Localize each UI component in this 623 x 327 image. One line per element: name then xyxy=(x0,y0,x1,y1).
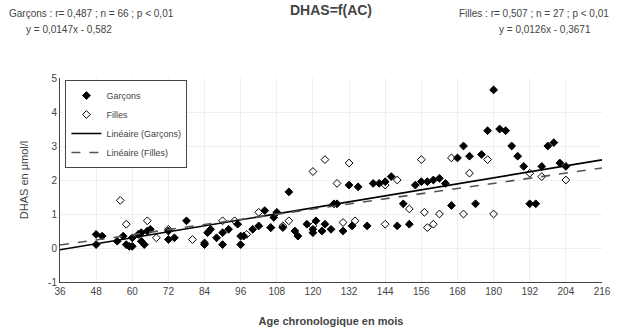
svg-text:5: 5 xyxy=(51,73,57,84)
svg-text:204: 204 xyxy=(558,286,575,297)
svg-text:Age chronologique en mois: Age chronologique en mois xyxy=(259,315,404,327)
svg-text:DHAS en μmol/l: DHAS en μmol/l xyxy=(18,141,30,219)
svg-text:Garçons : r= 0,487 ; n = 66 ;: Garçons : r= 0,487 ; n = 66 ; p < 0,01 xyxy=(9,8,174,19)
svg-text:Filles : r= 0,507 ; n = 27 ; p: Filles : r= 0,507 ; n = 27 ; p < 0,01 xyxy=(459,8,609,19)
svg-text:180: 180 xyxy=(485,286,502,297)
svg-text:120: 120 xyxy=(305,286,322,297)
svg-text:156: 156 xyxy=(413,286,430,297)
svg-text:Filles: Filles xyxy=(106,110,128,120)
svg-text:-1: -1 xyxy=(48,277,57,288)
svg-text:144: 144 xyxy=(377,286,394,297)
svg-text:132: 132 xyxy=(341,286,358,297)
svg-text:216: 216 xyxy=(594,286,611,297)
svg-text:84: 84 xyxy=(199,286,211,297)
svg-text:36: 36 xyxy=(54,286,66,297)
svg-text:4: 4 xyxy=(51,107,57,118)
svg-text:0: 0 xyxy=(51,243,57,254)
svg-text:108: 108 xyxy=(268,286,285,297)
svg-text:DHAS=f(AC): DHAS=f(AC) xyxy=(290,2,372,18)
svg-text:168: 168 xyxy=(449,286,466,297)
svg-text:Linéaire (Garçons): Linéaire (Garçons) xyxy=(106,129,181,139)
svg-text:y = 0,0126x - 0,3671: y = 0,0126x - 0,3671 xyxy=(499,24,591,35)
svg-text:Linéaire (Filles): Linéaire (Filles) xyxy=(106,148,168,158)
svg-text:48: 48 xyxy=(91,286,103,297)
svg-text:2: 2 xyxy=(51,175,57,186)
svg-text:60: 60 xyxy=(127,286,139,297)
svg-text:96: 96 xyxy=(235,286,247,297)
svg-text:72: 72 xyxy=(163,286,175,297)
svg-text:192: 192 xyxy=(521,286,538,297)
svg-text:y = 0,0147x - 0,582: y = 0,0147x - 0,582 xyxy=(26,24,112,35)
svg-text:Garçons: Garçons xyxy=(106,91,141,101)
svg-text:1: 1 xyxy=(51,209,57,220)
svg-text:3: 3 xyxy=(51,141,57,152)
